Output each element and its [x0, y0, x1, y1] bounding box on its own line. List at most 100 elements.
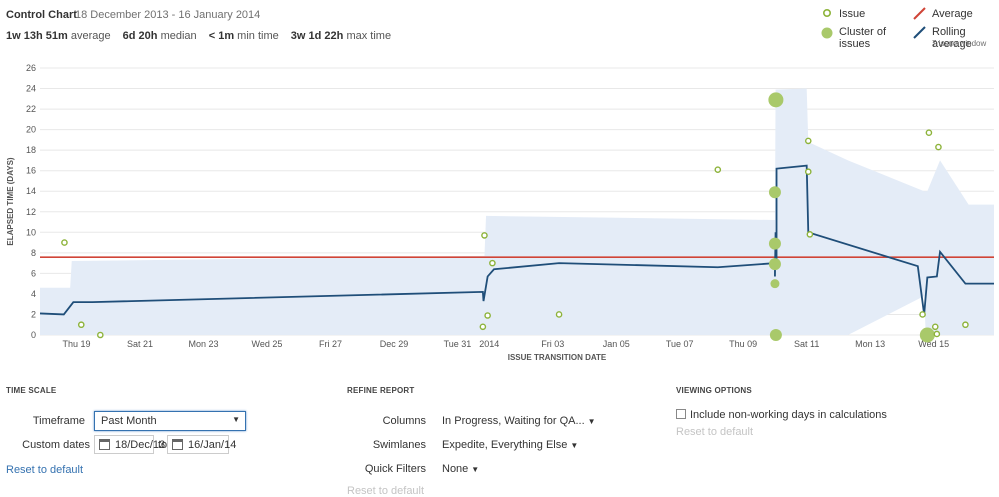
x-tick-label: Tue 07: [666, 339, 694, 349]
legend-rolling-sublabel: 7 issue window: [932, 39, 987, 48]
stat-max: 3w 1d 22h max time: [291, 30, 391, 42]
cluster-point: [770, 279, 780, 289]
issue-point: [714, 166, 722, 173]
stat-median-value: 6d 20h: [122, 30, 158, 42]
y-axis-title: ELAPSED TIME (DAYS): [6, 157, 15, 245]
date-from-value: 18/Dec/13: [115, 439, 166, 451]
y-tick-label: 14: [26, 186, 36, 196]
columns-dropdown[interactable]: In Progress, Waiting for QA... ▼: [442, 415, 596, 427]
quick-filters-label: Quick Filters: [364, 463, 426, 475]
legend-rolling-line: [913, 26, 926, 39]
issue-point: [489, 259, 496, 267]
stat-min-value: < 1m: [208, 30, 235, 42]
refine-report-heading: REFINE REPORT: [347, 386, 415, 395]
legend-cluster-marker: [821, 27, 833, 39]
swimlanes-dropdown[interactable]: Expedite, Everything Else ▼: [442, 439, 578, 451]
caret-down-icon: ▼: [471, 465, 480, 474]
date-to-field[interactable]: 16/Jan/14: [167, 435, 236, 454]
cluster-point: [768, 258, 781, 271]
time-scale-heading: TIME SCALE: [6, 386, 57, 395]
x-tick-label: Fri 27: [319, 339, 342, 349]
x-tick-label: Sat 21: [127, 339, 153, 349]
x-tick-label: Mon 23: [188, 339, 218, 349]
issue-point: [97, 331, 104, 339]
issue-point: [919, 311, 926, 318]
columns-label: Columns: [382, 415, 426, 427]
calendar-icon[interactable]: [99, 439, 110, 450]
issue-point: [481, 232, 488, 239]
issue-point: [804, 168, 812, 176]
legend-issue-icon: [821, 8, 833, 39]
date-to-value: 16/Jan/14: [188, 439, 237, 451]
y-tick-label: 10: [26, 227, 36, 237]
x-tick-label: Sat 11: [794, 339, 819, 349]
y-tick-label: 24: [26, 84, 36, 94]
x-tick-label: Mon 13: [855, 339, 885, 349]
y-tick-label: 8: [31, 248, 36, 258]
timeframe-label: Timeframe: [32, 415, 85, 427]
y-tick-label: 26: [26, 63, 36, 73]
stat-average-label: average: [70, 30, 111, 42]
x-tick-label: Wed 15: [918, 339, 949, 349]
cluster-point: [768, 237, 781, 250]
x-tick-label: Tue 31: [444, 339, 472, 349]
quick-filters-dropdown[interactable]: None ▼: [442, 463, 479, 475]
x-tick-label: Dec 29: [380, 339, 409, 349]
caret-down-icon: ▼: [570, 441, 579, 450]
cluster-point: [769, 329, 782, 341]
y-tick-label: 18: [26, 145, 36, 155]
issue-point: [925, 129, 933, 136]
legend-cluster-label-2: issues: [839, 38, 871, 50]
viewing-reset-link[interactable]: Reset to default: [676, 426, 754, 438]
timeframe-select[interactable]: Past Month ▼: [94, 411, 246, 431]
legend-cluster-label-1: Cluster of: [839, 26, 887, 38]
chart-legend: Issue Cluster of issues Average Rolling …: [0, 6, 999, 56]
stat-average-value: 1w 13h 51m: [6, 30, 68, 42]
issue-point: [484, 312, 491, 319]
refine-reset-link[interactable]: Reset to default: [347, 485, 425, 497]
issue-point: [555, 311, 563, 318]
x-tick-label: Thu 19: [62, 339, 90, 349]
issue-point: [77, 321, 85, 329]
swimlanes-label: Swimlanes: [372, 439, 426, 451]
issue-point: [61, 239, 68, 246]
stat-max-value: 3w 1d 22h: [290, 30, 344, 42]
caret-down-icon: ▼: [232, 415, 240, 424]
legend-line-icons: [913, 7, 926, 39]
y-tick-label: 4: [31, 289, 36, 299]
y-tick-label: 6: [31, 268, 36, 278]
stat-median: 6d 20h median: [123, 30, 197, 42]
stat-average: 1w 13h 51m average: [6, 30, 111, 42]
non-working-days-checkbox[interactable]: [676, 409, 686, 419]
legend-issue-marker: [822, 8, 832, 18]
stat-min-label: min time: [237, 30, 279, 42]
date-to-word: to: [158, 439, 168, 451]
issue-point: [804, 137, 812, 145]
x-tick-label: Jan 05: [603, 339, 630, 349]
x-tick-label: Wed 25: [252, 339, 283, 349]
issue-point: [931, 323, 939, 331]
issue-point: [479, 323, 487, 331]
date-from-field[interactable]: 18/Dec/13: [94, 435, 165, 454]
issue-point: [935, 143, 942, 151]
y-tick-label: 20: [26, 125, 36, 135]
legend-issue-label: Issue: [839, 8, 866, 20]
x-tick-label: 2014: [479, 339, 499, 349]
stat-median-label: median: [160, 30, 197, 42]
rolling-average-line: [39, 164, 994, 316]
stat-max-label: max time: [346, 30, 392, 42]
date-range: 18 December 2013 - 16 January 2014: [75, 9, 261, 21]
swimlanes-value: Expedite, Everything Else: [442, 439, 568, 451]
calendar-icon[interactable]: [172, 439, 183, 450]
x-axis-title: ISSUE TRANSITION DATE: [508, 353, 607, 362]
y-tick-label: 0: [31, 330, 36, 340]
timeframe-value: Past Month: [101, 415, 157, 427]
stat-min: < 1m min time: [209, 30, 279, 42]
quick-filters-value: None: [442, 463, 469, 475]
non-working-days-label: Include non-working days in calculations: [690, 409, 887, 421]
issue-point: [933, 330, 941, 338]
legend-average-label: Average: [932, 8, 973, 20]
issue-point: [962, 321, 969, 329]
time-scale-reset-link[interactable]: Reset to default: [6, 464, 84, 476]
